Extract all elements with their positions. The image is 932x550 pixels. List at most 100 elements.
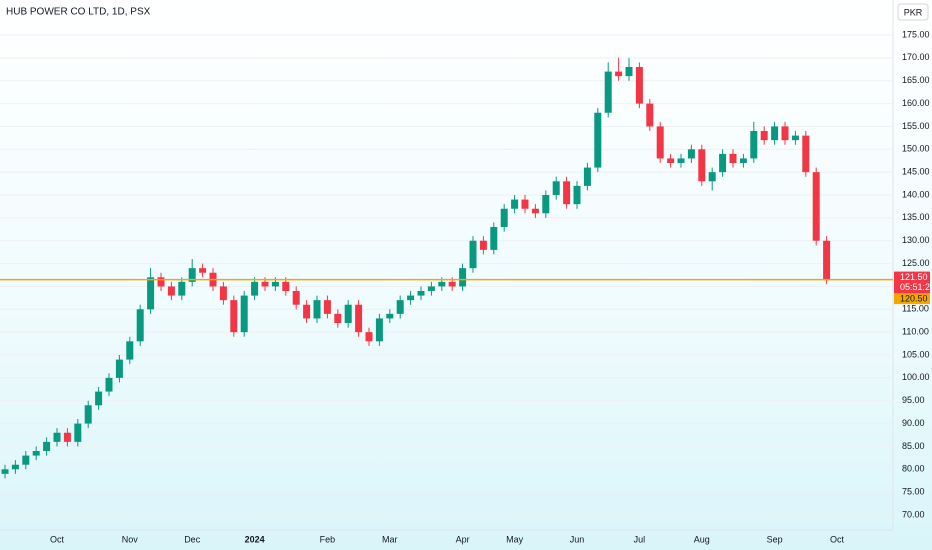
candle-body xyxy=(511,199,519,209)
y-tick-label: 85.00 xyxy=(902,441,925,451)
x-tick-label: Jul xyxy=(634,534,646,544)
candle-body xyxy=(750,131,758,159)
candle-body xyxy=(542,195,550,214)
candle-body xyxy=(282,281,290,292)
candle-body xyxy=(95,391,103,406)
candle-body xyxy=(157,277,165,287)
y-tick-label: 100.00 xyxy=(902,372,930,382)
x-tick-label: Mar xyxy=(382,534,398,544)
y-tick-label: 125.00 xyxy=(902,258,930,268)
candle-body xyxy=(729,153,737,164)
candle-body xyxy=(646,103,654,127)
candle-body xyxy=(219,286,227,301)
candle-body xyxy=(313,300,321,319)
y-tick-label: 110.00 xyxy=(902,327,929,337)
candle-body xyxy=(32,451,40,456)
y-tick-label: 95.00 xyxy=(902,395,925,405)
candle-body xyxy=(615,71,623,77)
candle-body xyxy=(22,455,30,465)
candle-body xyxy=(771,126,779,141)
candle-body xyxy=(791,135,799,141)
candle-body xyxy=(667,158,675,164)
low-price-tag xyxy=(894,293,930,305)
candle-body xyxy=(677,158,685,164)
candle-body xyxy=(43,441,51,452)
y-tick-label: 175.00 xyxy=(902,29,930,39)
y-tick-label: 155.00 xyxy=(902,121,930,131)
countdown-label: 05:51:27 xyxy=(900,282,932,292)
candle-body xyxy=(573,185,581,205)
candle-body xyxy=(303,304,311,319)
currency-button[interactable] xyxy=(897,3,929,21)
candle-body xyxy=(635,67,643,104)
currency-label[interactable]: PKR xyxy=(904,7,923,17)
candle-body xyxy=(604,71,612,113)
y-tick-label: 75.00 xyxy=(902,487,925,497)
candle-body xyxy=(396,300,404,314)
candle-body xyxy=(1,469,9,474)
candle-body xyxy=(521,199,529,209)
candle-body xyxy=(583,167,591,186)
candle-body xyxy=(105,377,113,392)
candle-body xyxy=(459,268,467,287)
candle-body xyxy=(531,208,539,214)
y-tick-label: 115.00 xyxy=(902,304,929,314)
candle-body xyxy=(719,153,727,173)
candle-body xyxy=(625,67,633,77)
candle-body xyxy=(812,172,820,241)
candle-body xyxy=(74,423,82,442)
y-tick-label: 105.00 xyxy=(902,349,930,359)
candle-body xyxy=(708,172,716,182)
candle-body xyxy=(417,291,425,296)
y-tick-label: 80.00 xyxy=(902,464,925,474)
candle-body xyxy=(271,281,279,287)
candle-body xyxy=(438,281,446,287)
candle-body xyxy=(594,112,602,168)
candle-body xyxy=(11,464,19,470)
last-price-label: 121.50 xyxy=(900,272,928,282)
candle-body xyxy=(781,126,789,141)
candle-body xyxy=(407,295,415,301)
x-tick-label: Jun xyxy=(570,534,585,544)
candle-body xyxy=(500,208,508,228)
y-tick-label: 90.00 xyxy=(902,418,925,428)
candle-body xyxy=(739,158,747,164)
candle-body xyxy=(365,332,373,342)
y-tick-label: 70.00 xyxy=(902,509,925,519)
candle-body xyxy=(802,135,810,173)
y-tick-label: 130.00 xyxy=(902,235,930,245)
candle-body xyxy=(199,268,207,273)
candle-body xyxy=(334,313,342,324)
candle-body xyxy=(323,300,331,314)
candle-body xyxy=(136,309,144,342)
candle-body xyxy=(53,432,61,442)
candle-body xyxy=(687,149,695,159)
x-tick-label: Apr xyxy=(456,534,470,544)
candle-body xyxy=(386,313,394,319)
y-tick-label: 145.00 xyxy=(902,167,930,177)
candle-body xyxy=(448,281,456,287)
y-tick-label: 135.00 xyxy=(902,212,930,222)
x-tick-label: Dec xyxy=(184,534,201,544)
candle-body xyxy=(167,286,175,296)
candle-body xyxy=(63,432,71,442)
candle-body xyxy=(760,131,768,141)
candle-body xyxy=(823,240,831,280)
x-tick-label: Oct xyxy=(830,534,845,544)
candle-body xyxy=(230,300,238,333)
x-tick-label: Aug xyxy=(694,534,710,544)
y-tick-label: 160.00 xyxy=(902,98,930,108)
x-tick-label: Sep xyxy=(767,534,783,544)
candle-body xyxy=(261,281,269,287)
low-price-label: 120.50 xyxy=(900,294,928,304)
candle-body xyxy=(188,268,196,282)
candle-body xyxy=(84,405,92,424)
y-tick-label: 150.00 xyxy=(902,144,930,154)
chart-title: HUB POWER CO LTD, 1D, PSX xyxy=(6,7,151,18)
y-tick-label: 170.00 xyxy=(902,52,930,62)
candle-body xyxy=(126,341,134,360)
candle-body xyxy=(147,277,155,310)
x-tick-label: May xyxy=(506,534,524,544)
